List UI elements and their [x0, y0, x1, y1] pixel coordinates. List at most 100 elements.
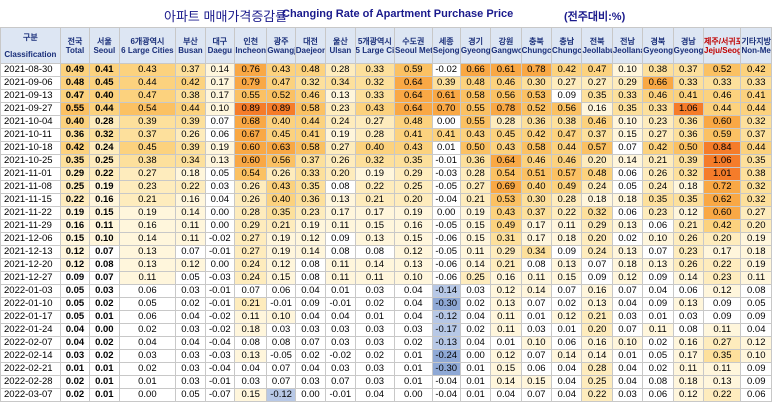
- table-cell: 0.35: [740, 154, 772, 168]
- table-cell: 0.44: [702, 102, 742, 116]
- column-header: 전남Jeollanam-do: [611, 27, 644, 64]
- table-cell: 0.00: [431, 206, 461, 220]
- table-cell: 0.15: [266, 271, 296, 285]
- table-cell: 0.05: [59, 284, 91, 298]
- table-cell: 0.21: [581, 310, 613, 324]
- table-cell: 0.24: [89, 141, 120, 155]
- row-date: 2021-10-25: [0, 154, 61, 168]
- table-cell: 0.00: [118, 388, 177, 402]
- table-cell: 0.22: [175, 180, 206, 194]
- table-cell: 0.14: [672, 271, 705, 285]
- column-header: 경북Gyeongsangbuk-do: [642, 27, 674, 64]
- table-cell: 0.23: [702, 271, 742, 285]
- table-cell: 0.33: [702, 76, 742, 90]
- table-cell: 0.01: [394, 375, 433, 389]
- table-cell: 0.03: [325, 336, 356, 350]
- column-header-en: Jeollanam-do: [612, 45, 641, 55]
- table-cell: 0.29: [233, 219, 268, 233]
- table-cell: 0.02: [89, 297, 120, 311]
- table-cell: 0.46: [294, 89, 327, 103]
- table-cell: 0.52: [520, 102, 553, 116]
- table-cell: 0.09: [294, 297, 327, 311]
- table-cell: 0.49: [59, 63, 91, 77]
- table-cell: -0.24: [431, 349, 461, 363]
- table-cell: 0.45: [118, 141, 177, 155]
- table-cell: 0.01: [520, 310, 553, 324]
- table-cell: 0.17: [204, 76, 236, 90]
- column-header-en: 6 Large Cities: [121, 45, 174, 55]
- table-cell: 0.54: [490, 167, 522, 181]
- column-header-en: Non-Metropolitan Area: [741, 45, 771, 55]
- column-header-kr: 충북: [528, 36, 544, 46]
- table-cell: 0.17: [520, 232, 553, 246]
- table-cell: 0.20: [581, 323, 613, 337]
- table-cell: 0.22: [89, 167, 120, 181]
- table-cell: 0.44: [89, 102, 120, 116]
- column-header: 전북Jeollabuk-do: [581, 27, 613, 64]
- column-header: 대전 Daejeon: [294, 27, 327, 64]
- table-cell: 0.45: [490, 128, 522, 142]
- table-cell: 0.25: [459, 271, 492, 285]
- table-cell: 0.27: [642, 128, 674, 142]
- table-cell: 0.14: [118, 232, 177, 246]
- column-header-kr: 기타지방: [741, 36, 771, 46]
- table-cell: 0.14: [611, 154, 644, 168]
- row-date: 2021-10-11: [0, 128, 61, 142]
- table-cell: 0.60: [233, 154, 268, 168]
- table-cell: 0.19: [459, 206, 492, 220]
- table-cell: 0.19: [740, 258, 772, 272]
- table-cell: 0.37: [672, 63, 705, 77]
- table-cell: 0.15: [459, 232, 492, 246]
- table-cell: 0.04: [490, 388, 522, 402]
- table-cell: 0.19: [740, 232, 772, 246]
- table-cell: 0.12: [490, 284, 522, 298]
- table-cell: 0.44: [740, 141, 772, 155]
- table-cell: 0.24: [233, 271, 268, 285]
- table-cell: 0.02: [642, 362, 674, 376]
- table-cell: 0.22: [581, 388, 613, 402]
- classification-label: Classification: [4, 49, 57, 59]
- table-cell: 0.29: [59, 167, 91, 181]
- table-cell: 0.03: [611, 310, 644, 324]
- table-cell: 0.19: [294, 219, 327, 233]
- table-cell: 0.07: [520, 349, 553, 363]
- table-cell: 0.10: [266, 310, 296, 324]
- table-cell: 0.20: [394, 193, 433, 207]
- table-cell: 0.89: [266, 102, 296, 116]
- table-cell: 0.13: [490, 297, 522, 311]
- row-date: 2022-02-14: [0, 349, 61, 363]
- table-cell: 0.47: [581, 63, 613, 77]
- table-cell: 0.60: [702, 206, 742, 220]
- table-cell: 0.32: [740, 193, 772, 207]
- table-cell: 0.23: [642, 115, 674, 129]
- column-header-en: Total: [65, 45, 85, 55]
- table-cell: 0.11: [702, 362, 742, 376]
- table-cell: 0.05: [642, 349, 674, 363]
- table-cell: 0.20: [581, 232, 613, 246]
- table-cell: 0.11: [520, 271, 553, 285]
- table-cell: 0.40: [354, 141, 396, 155]
- table-cell: 0.42: [642, 141, 674, 155]
- table-cell: 0.00: [459, 349, 492, 363]
- table-cell: 0.04: [294, 284, 327, 298]
- table-cell: 0.43: [266, 180, 296, 194]
- table-cell: 0.13: [354, 232, 396, 246]
- column-header-en: Ulsan: [329, 45, 352, 55]
- table-cell: 0.04: [459, 310, 492, 324]
- table-cell: 0.20: [702, 232, 742, 246]
- table-cell: 0.13: [118, 245, 177, 259]
- column-header-en: Gangwon-do: [491, 45, 520, 55]
- table-cell: 0.66: [459, 63, 492, 77]
- table-cell: 0.44: [175, 102, 206, 116]
- table-cell: 0.06: [642, 219, 674, 233]
- table-cell: 0.37: [520, 206, 553, 220]
- table-cell: 0.11: [490, 323, 522, 337]
- table-cell: -0.05: [431, 245, 461, 259]
- table-cell: 0.23: [325, 102, 356, 116]
- table-cell: 0.25: [89, 154, 120, 168]
- table-cell: 0.35: [266, 206, 296, 220]
- table-cell: 0.55: [459, 102, 492, 116]
- table-cell: 0.07: [611, 323, 644, 337]
- table-cell: 0.35: [394, 154, 433, 168]
